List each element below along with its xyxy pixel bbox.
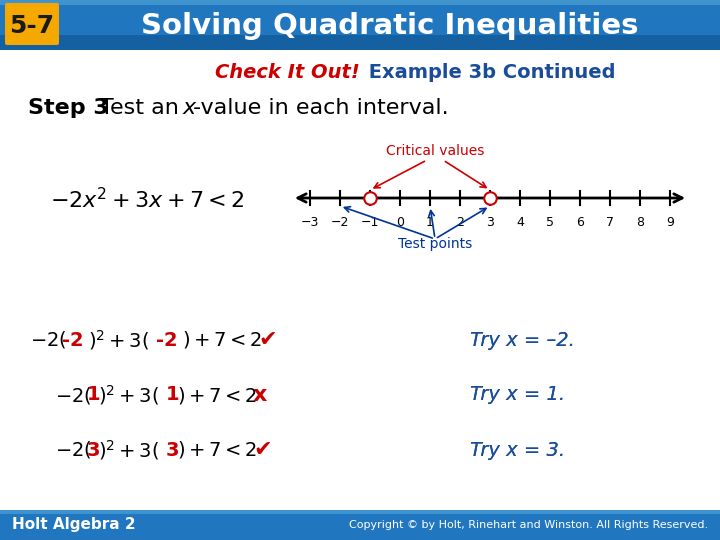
Text: $-2($: $-2($ bbox=[55, 440, 91, 461]
Bar bbox=[20, 320, 460, 360]
Text: Test an: Test an bbox=[100, 98, 186, 118]
Bar bbox=[0, 510, 720, 514]
Text: $)^2 + 3($: $)^2 + 3($ bbox=[98, 383, 159, 407]
Text: Example 3b Continued: Example 3b Continued bbox=[362, 64, 616, 83]
Text: 8: 8 bbox=[636, 216, 644, 229]
Text: Try x = 3.: Try x = 3. bbox=[470, 441, 565, 460]
Text: ) + 7 < 2: ) + 7 < 2 bbox=[222, 330, 312, 349]
Text: )² + 3(: )² + 3( bbox=[145, 441, 209, 460]
Bar bbox=[0, 5, 720, 35]
Text: -2(: -2( bbox=[102, 330, 128, 349]
Text: Copyright © by Holt, Rinehart and Winston. All Rights Reserved.: Copyright © by Holt, Rinehart and Winsto… bbox=[349, 520, 708, 530]
Bar bbox=[20, 430, 460, 470]
Text: ) + 7 < 2: ) + 7 < 2 bbox=[213, 441, 304, 460]
Text: x: x bbox=[296, 385, 310, 405]
Text: -2(: -2( bbox=[110, 441, 138, 460]
FancyBboxPatch shape bbox=[5, 3, 59, 45]
Bar bbox=[0, 510, 720, 540]
Text: 1: 1 bbox=[204, 386, 218, 404]
Text: ) + 7 < 2: ) + 7 < 2 bbox=[213, 386, 304, 404]
Text: ✔: ✔ bbox=[253, 440, 271, 460]
Text: 0: 0 bbox=[396, 216, 404, 229]
Text: )² + 3(: )² + 3( bbox=[145, 330, 209, 349]
Text: 2: 2 bbox=[456, 216, 464, 229]
Text: Critical values: Critical values bbox=[386, 144, 484, 158]
Text: ✔: ✔ bbox=[296, 440, 315, 460]
Text: Check It Out!: Check It Out! bbox=[215, 64, 360, 83]
Text: 1: 1 bbox=[426, 216, 434, 229]
Text: −1: −1 bbox=[361, 216, 379, 229]
Text: Solving Quadratic Inequalities: Solving Quadratic Inequalities bbox=[141, 12, 639, 40]
Text: 3: 3 bbox=[136, 441, 149, 460]
Text: Holt Algebra 2: Holt Algebra 2 bbox=[12, 517, 135, 532]
Text: -2: -2 bbox=[62, 330, 84, 349]
Text: Try x = 1.: Try x = 1. bbox=[470, 386, 565, 404]
Text: -2: -2 bbox=[204, 330, 226, 349]
Text: Try x = –2.: Try x = –2. bbox=[470, 330, 575, 349]
Text: 1: 1 bbox=[136, 386, 149, 404]
Text: 3: 3 bbox=[204, 441, 217, 460]
Text: -2: -2 bbox=[127, 330, 148, 349]
Text: $)^2 + 3($: $)^2 + 3($ bbox=[98, 438, 159, 462]
Bar bbox=[0, 0, 720, 5]
Text: $-2x^2 + 3x + 7 < 2$: $-2x^2 + 3x + 7 < 2$ bbox=[50, 187, 245, 213]
Text: 5: 5 bbox=[546, 216, 554, 229]
Text: 3: 3 bbox=[166, 441, 179, 460]
Bar bbox=[0, 35, 720, 50]
Text: 7: 7 bbox=[606, 216, 614, 229]
Text: 3: 3 bbox=[87, 441, 101, 460]
Text: -2: -2 bbox=[156, 330, 178, 349]
Text: $) + 7 < 2$: $) + 7 < 2$ bbox=[177, 440, 257, 461]
Text: Test points: Test points bbox=[398, 237, 472, 251]
Text: -2(: -2( bbox=[110, 386, 138, 404]
Text: Try x = 1.: Try x = 1. bbox=[470, 386, 565, 404]
Text: 6: 6 bbox=[576, 216, 584, 229]
Text: -value in each interval.: -value in each interval. bbox=[193, 98, 449, 118]
Text: 1: 1 bbox=[166, 386, 179, 404]
Text: 4: 4 bbox=[516, 216, 524, 229]
Bar bbox=[0, 0, 720, 50]
Text: −3: −3 bbox=[301, 216, 319, 229]
Text: ✔: ✔ bbox=[305, 330, 323, 350]
Text: 9: 9 bbox=[666, 216, 674, 229]
Text: $) + 7 < 2$: $) + 7 < 2$ bbox=[177, 384, 257, 406]
Text: Try x = 3.: Try x = 3. bbox=[470, 441, 565, 460]
Text: $-2($: $-2($ bbox=[55, 384, 91, 406]
Bar bbox=[20, 375, 460, 415]
Text: )² + 3(: )² + 3( bbox=[145, 386, 209, 404]
Text: 1: 1 bbox=[87, 386, 101, 404]
Text: −2: −2 bbox=[330, 216, 349, 229]
Text: 3: 3 bbox=[486, 216, 494, 229]
Text: x: x bbox=[253, 385, 267, 405]
Text: x: x bbox=[183, 98, 196, 118]
Text: ✔: ✔ bbox=[258, 330, 276, 350]
Text: $)^2 + 3($: $)^2 + 3($ bbox=[88, 328, 149, 352]
Text: 5-7: 5-7 bbox=[9, 14, 55, 38]
Text: $) + 7 < 2$: $) + 7 < 2$ bbox=[182, 329, 262, 350]
Text: Try x = –2.: Try x = –2. bbox=[470, 330, 575, 349]
Text: Step 3: Step 3 bbox=[28, 98, 109, 118]
Text: $-2($: $-2($ bbox=[30, 329, 67, 350]
